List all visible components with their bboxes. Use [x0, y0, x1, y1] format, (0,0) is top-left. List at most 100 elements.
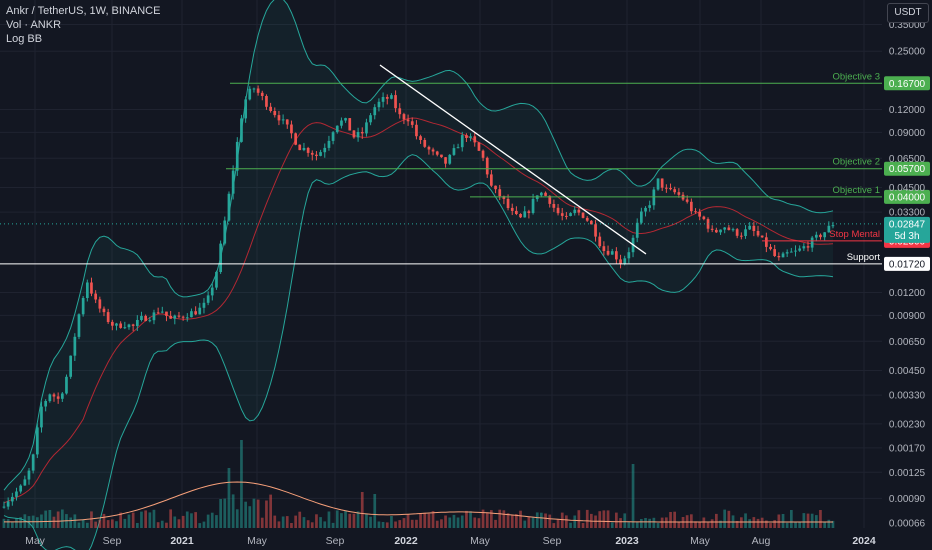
volume-bar	[73, 514, 77, 528]
candle-body	[640, 211, 643, 223]
symbol-title[interactable]: Ankr / TetherUS, 1W, BINANCE	[6, 5, 161, 17]
candle-body	[573, 209, 577, 214]
volume-bar	[440, 519, 443, 528]
candle-body	[556, 207, 560, 214]
candle-body	[510, 207, 514, 211]
candle-body	[144, 315, 147, 321]
chart-grid	[0, 0, 882, 528]
volume-bar	[510, 515, 514, 528]
candle-body	[56, 396, 60, 399]
time-axis[interactable]: May Sep 2021 May Sep 2022 May Sep 2023 May Aug 2024	[25, 535, 876, 547]
candle-body	[356, 132, 360, 138]
volume-bar	[115, 521, 118, 528]
candle-body	[86, 282, 89, 298]
candle-body	[52, 394, 56, 397]
candle-body	[365, 122, 368, 134]
candle-body	[485, 157, 489, 175]
candle-body	[702, 216, 706, 220]
volume-label[interactable]: Vol · ANKR	[6, 19, 62, 31]
volume-bar	[715, 513, 718, 528]
volume-bar	[248, 506, 252, 528]
price-tick: 0.00650	[889, 337, 926, 348]
candle-body	[227, 193, 231, 221]
candle-body	[335, 125, 339, 133]
candle-body	[652, 189, 656, 206]
candle-body	[540, 192, 543, 196]
volume-bar	[456, 517, 460, 528]
volume-bar	[173, 516, 177, 528]
candle-body	[248, 88, 252, 100]
candle-body	[781, 253, 785, 258]
candle-body	[473, 136, 477, 143]
volume-bar	[148, 512, 152, 528]
candle-body	[185, 317, 189, 319]
volume-bar	[781, 514, 785, 528]
candle-body	[306, 148, 310, 153]
volume-bar	[169, 509, 172, 528]
candle-body	[15, 491, 18, 497]
volume-bar	[444, 515, 447, 528]
candle-body	[156, 312, 160, 314]
candle-body	[23, 479, 27, 486]
volume-bar	[519, 510, 522, 528]
candle-body	[598, 236, 602, 247]
indicator-label[interactable]: Log BB	[6, 33, 43, 45]
volume-bar	[448, 517, 452, 528]
volume-bar	[181, 515, 185, 528]
candle-body	[465, 135, 468, 138]
candle-body	[36, 427, 39, 455]
candle-body	[806, 246, 810, 248]
candle-body	[548, 195, 552, 204]
last-price-value: 0.02847	[889, 219, 926, 230]
price-tag-label: 0.16700	[889, 79, 926, 90]
volume-bar	[556, 519, 560, 528]
volume-bar	[698, 521, 701, 528]
candle-body	[448, 154, 452, 164]
candle-body	[460, 135, 464, 148]
volume-bar	[502, 510, 506, 528]
basis-line	[3, 117, 834, 504]
candle-body	[377, 101, 381, 108]
volume-bar	[281, 516, 285, 528]
candle-body	[219, 243, 222, 272]
candle-body	[506, 198, 510, 208]
volume-bar	[760, 517, 764, 528]
candle-body	[665, 187, 668, 189]
time-tick: 2023	[615, 535, 639, 547]
candle-body	[194, 311, 197, 315]
currency-button[interactable]: USDT	[887, 3, 929, 23]
candle-body	[352, 130, 356, 138]
candle-body	[427, 146, 431, 150]
candle-body	[452, 148, 456, 155]
volume-bar	[235, 509, 239, 528]
volume-bar	[106, 520, 110, 528]
volume-bar	[69, 517, 72, 528]
volume-bar	[219, 499, 222, 528]
candle-body	[444, 157, 447, 164]
candle-body	[11, 496, 14, 502]
volume-bar	[160, 520, 164, 528]
volume-bar	[765, 520, 768, 528]
volume-bar	[15, 518, 18, 528]
volume-bar	[352, 513, 356, 528]
price-tag	[884, 76, 930, 91]
volume-bar	[410, 519, 414, 528]
volume-bar	[277, 521, 281, 528]
candle-body	[606, 250, 610, 255]
volume-bar	[202, 521, 206, 528]
candle-body	[440, 154, 443, 158]
price-axis[interactable]: 0.167000.057000.040000.023000.017200.028…	[884, 20, 930, 530]
price-tick: 0.00066	[889, 519, 926, 530]
time-tick: Sep	[103, 535, 122, 547]
volume-bar	[144, 510, 147, 528]
candle-body	[810, 237, 814, 248]
volume-bars	[2, 440, 835, 528]
candle-body	[369, 115, 372, 123]
candle-body	[181, 316, 185, 318]
candle-body	[565, 215, 568, 217]
volume-bar	[223, 498, 227, 528]
volume-bar	[260, 517, 264, 528]
volume-bar	[660, 517, 664, 528]
candle-body	[715, 229, 718, 233]
